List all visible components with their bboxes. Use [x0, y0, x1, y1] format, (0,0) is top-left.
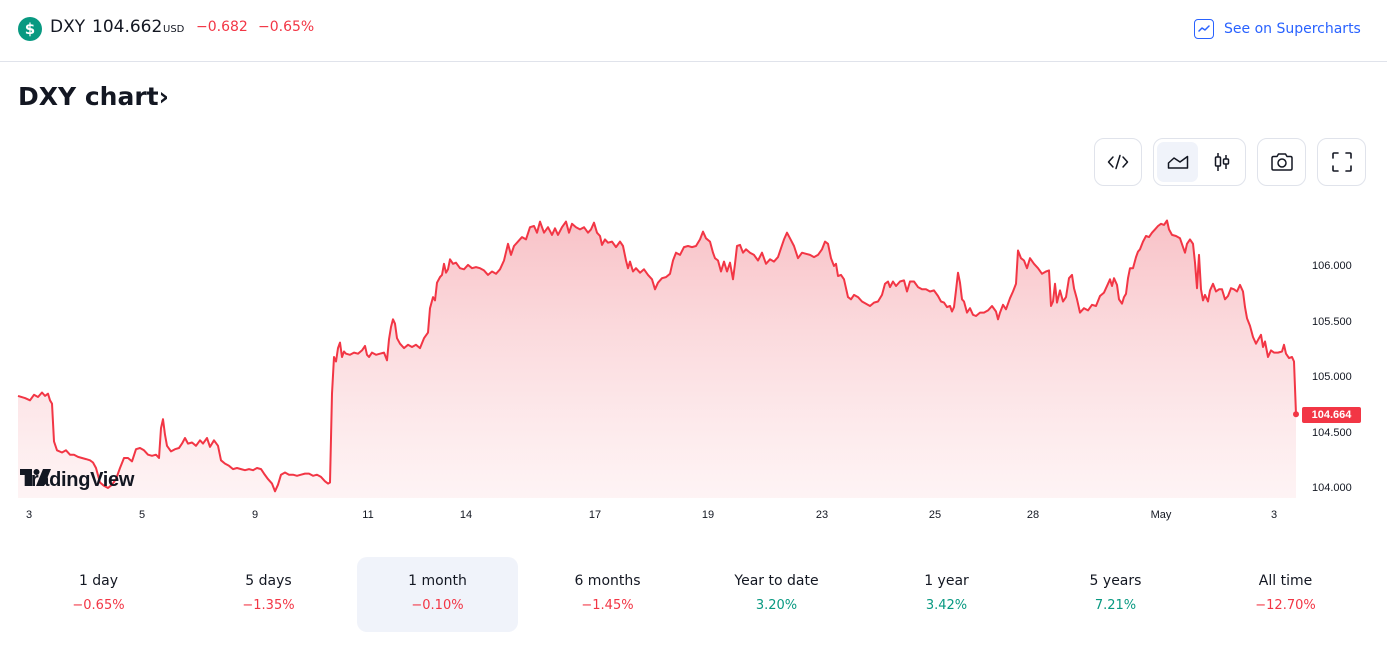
area-chart-plot[interactable] [0, 195, 1300, 505]
price-change-percent: −0.65% [258, 19, 315, 35]
period-tab-5-days[interactable]: 5 days −1.35% [188, 557, 349, 632]
dollar-icon: $ [18, 17, 42, 41]
candlestick-icon [1214, 153, 1229, 171]
period-label: 1 month [408, 573, 467, 589]
period-label: 1 day [78, 573, 119, 589]
x-tick: 3 [25, 509, 33, 521]
x-tick: 28 [1026, 509, 1040, 521]
symbol-header: $ DXY 104.662 USD −0.682 −0.65% See on S… [0, 0, 1387, 62]
period-tab-year-to-date[interactable]: Year to date 3.20% [696, 557, 857, 632]
period-change: 3.42% [925, 598, 968, 613]
period-label: 6 months [574, 573, 641, 589]
symbol-name[interactable]: DXY [50, 17, 86, 37]
x-tick: 9 [251, 509, 259, 521]
period-label: 5 years [1089, 573, 1142, 589]
period-tab-6-months[interactable]: 6 months −1.45% [527, 557, 688, 632]
symbol-price: 104.662 [92, 17, 163, 37]
y-tick: 104.500 [1312, 427, 1352, 439]
period-change: −1.35% [242, 598, 295, 613]
period-tab-1-day[interactable]: 1 day −0.65% [18, 557, 179, 632]
x-tick: 11 [362, 509, 374, 521]
period-change: 7.21% [1094, 598, 1137, 613]
period-change: −12.70% [1255, 598, 1316, 613]
chart-title-link[interactable]: DXY chart› [18, 82, 169, 111]
y-tick: 106.000 [1312, 260, 1352, 272]
period-change: −1.45% [581, 598, 634, 613]
x-tick: 3 [1270, 509, 1278, 521]
y-tick: 105.000 [1312, 371, 1352, 383]
area-chart-icon [1167, 155, 1188, 169]
x-tick: 25 [928, 509, 942, 521]
y-tick: 105.500 [1312, 316, 1352, 328]
price-chart[interactable]: 106.000 105.500 105.000 104.500 104.000 … [0, 195, 1387, 535]
snapshot-button[interactable] [1257, 138, 1306, 186]
last-price-dot [1293, 411, 1299, 418]
period-tab-1-month[interactable]: 1 month −0.10% [357, 557, 518, 632]
period-change: 3.20% [755, 598, 798, 613]
camera-icon [1270, 153, 1293, 171]
x-tick: 5 [138, 509, 146, 521]
x-tick: 14 [459, 509, 473, 521]
x-tick: 19 [701, 509, 715, 521]
chart-line-icon [1194, 19, 1214, 39]
period-tab-5-years[interactable]: 5 years 7.21% [1035, 557, 1196, 632]
period-label: 1 year [924, 573, 969, 589]
performance-periods: 1 day −0.65% 5 days −1.35% 1 month −0.10% 6 mo… [0, 557, 1387, 633]
period-label: All time [1258, 573, 1313, 589]
period-label: 5 days [245, 573, 292, 589]
area-chart-button[interactable] [1157, 142, 1198, 182]
period-tab-1-year[interactable]: 1 year 3.42% [866, 557, 1027, 632]
last-price-badge: 104.664 [1302, 407, 1361, 423]
code-embed-icon [1107, 154, 1129, 170]
supercharts-label: See on Supercharts [1224, 21, 1361, 37]
chart-type-toggle [1153, 138, 1246, 186]
y-tick: 104.000 [1312, 482, 1352, 494]
x-tick: 23 [815, 509, 829, 521]
fullscreen-icon [1331, 152, 1352, 172]
area-fill [18, 220, 1296, 498]
chart-title: DXY chart [18, 82, 159, 111]
period-tab-all-time[interactable]: All time −12.70% [1205, 557, 1366, 632]
embed-button[interactable] [1094, 138, 1142, 186]
period-label: Year to date [734, 573, 819, 589]
tradingview-logo[interactable]: TradingView [20, 469, 134, 492]
fullscreen-button[interactable] [1317, 138, 1366, 186]
x-tick: May [1150, 509, 1172, 521]
chevron-right-icon: › [158, 82, 169, 111]
tradingview-logo-icon [20, 469, 51, 486]
price-line [17, 219, 1297, 493]
price-change: −0.682 [196, 19, 248, 35]
x-tick: 17 [588, 509, 602, 521]
period-change: −0.10% [411, 598, 464, 613]
see-on-supercharts-link[interactable]: See on Supercharts [1194, 18, 1361, 40]
symbol-currency: USD [163, 24, 185, 35]
candlestick-button[interactable] [1201, 142, 1242, 182]
period-change: −0.65% [72, 598, 125, 613]
